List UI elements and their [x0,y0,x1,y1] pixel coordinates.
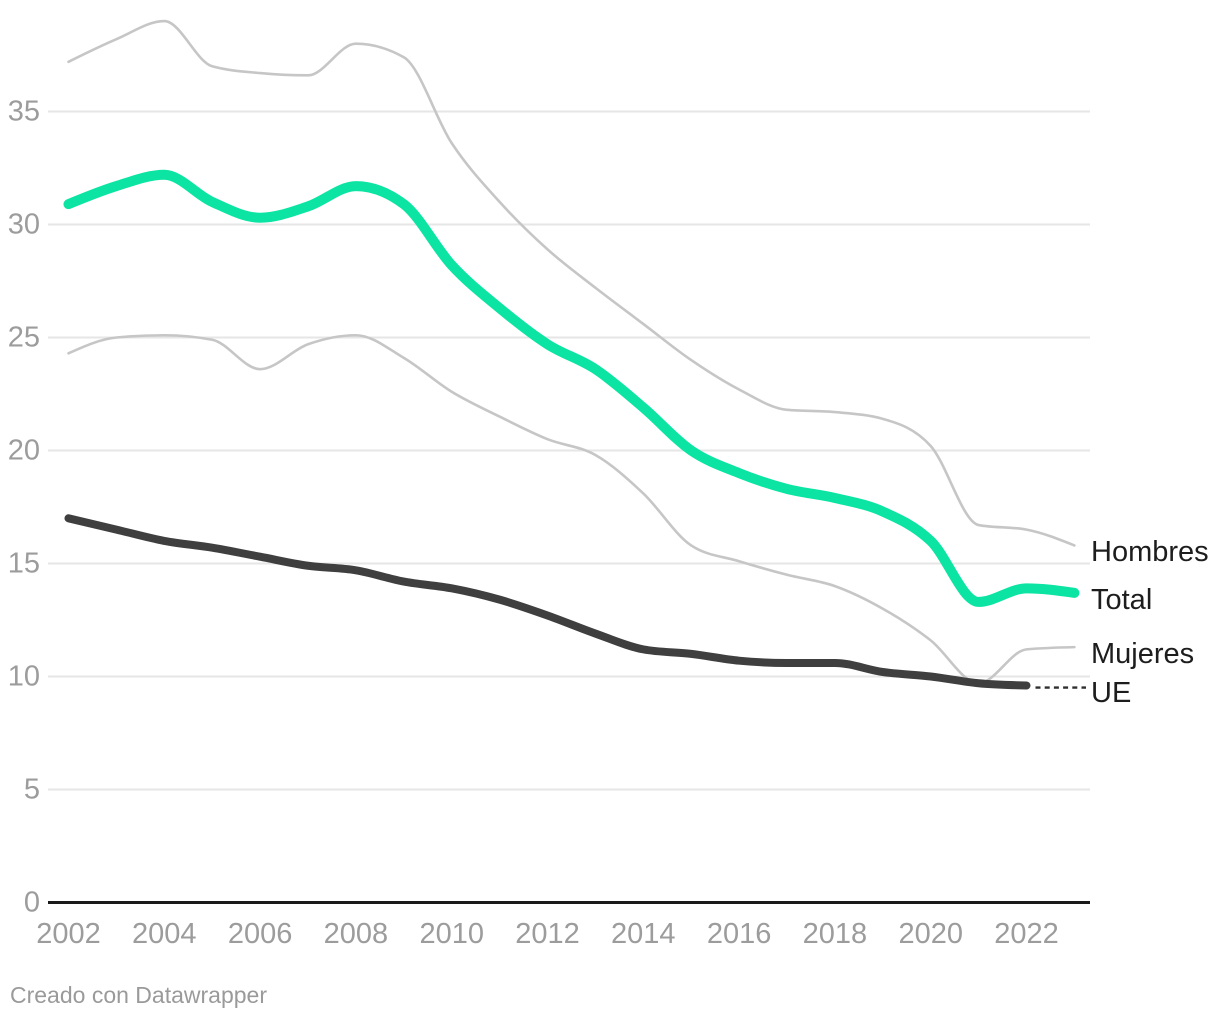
y-tick-label-20: 20 [8,435,40,467]
x-tick-label-2018: 2018 [803,918,868,950]
x-tick-label-2002: 2002 [36,918,101,950]
y-tick-label-10: 10 [8,661,40,693]
x-tick-label-2010: 2010 [419,918,484,950]
series-label-hombres: Hombres [1091,536,1209,569]
series-line-total [63,169,1080,607]
x-tick-label-2008: 2008 [324,918,389,950]
y-tick-label-30: 30 [8,209,40,241]
x-tick-label-2020: 2020 [898,918,963,950]
y-tick-label-35: 35 [8,96,40,128]
x-tick-label-2006: 2006 [228,918,293,950]
y-tick-label-5: 5 [24,774,40,806]
y-tick-label-25: 25 [8,322,40,354]
datawrapper-attribution: Creado con Datawrapper [10,982,267,1008]
y-tick-label-15: 15 [8,548,40,580]
x-tick-label-2012: 2012 [515,918,580,950]
series-label-ue: UE [1091,676,1132,709]
x-tick-label-2004: 2004 [132,918,197,950]
series-line-mujeres [67,333,1076,685]
chart-canvas: 0 5 10 15 20 25 30 35 2002 2004 2006 2008 2010 2012 20… [8,19,1090,950]
series-label-mujeres: Mujeres [1091,638,1195,671]
x-tick-label-2016: 2016 [707,918,772,950]
series-line-ue [64,514,1031,690]
x-tick-label-2022: 2022 [994,918,1059,950]
x-tick-label-2014: 2014 [611,918,676,950]
series-label-total: Total [1091,583,1153,616]
y-tick-label-0: 0 [24,887,40,919]
series-line-hombres [67,19,1076,547]
